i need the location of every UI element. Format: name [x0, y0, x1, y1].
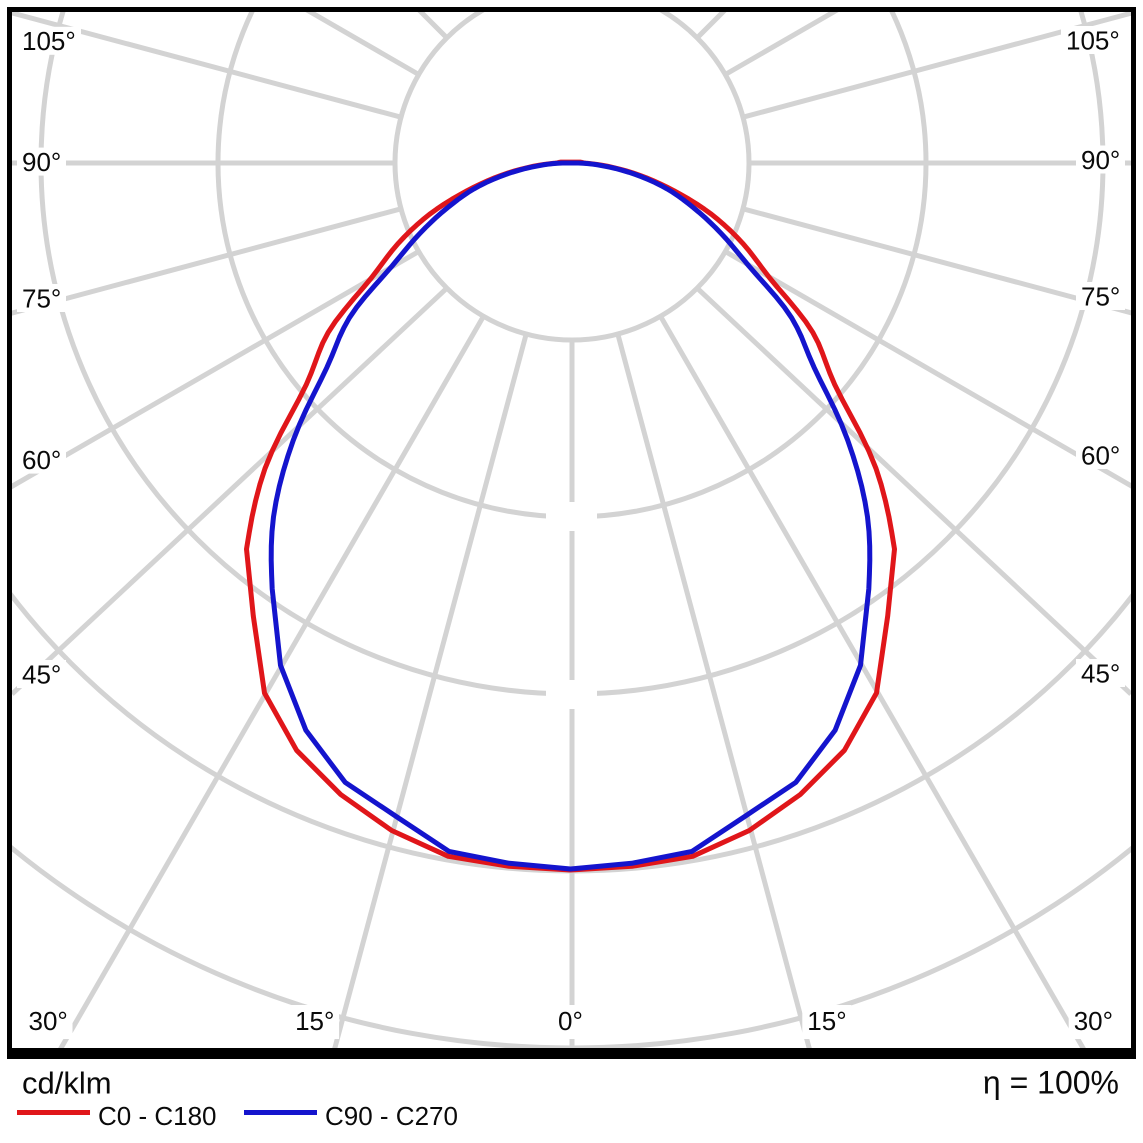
svg-text:cd/klm: cd/klm: [22, 1066, 112, 1101]
svg-text:105°: 105°: [1066, 25, 1120, 55]
svg-text:75°: 75°: [1081, 281, 1120, 311]
svg-text:η = 100%: η = 100%: [983, 1065, 1119, 1101]
svg-text:60°: 60°: [1081, 440, 1120, 470]
svg-text:60°: 60°: [22, 445, 61, 475]
svg-text:0°: 0°: [558, 1006, 583, 1036]
svg-text:C0 - C180: C0 - C180: [98, 1101, 217, 1131]
svg-text:C90 - C270: C90 - C270: [325, 1101, 458, 1131]
svg-text:15°: 15°: [807, 1006, 846, 1036]
svg-text:30°: 30°: [29, 1006, 68, 1036]
svg-text:45°: 45°: [1081, 658, 1120, 688]
svg-text:75°: 75°: [22, 283, 61, 313]
svg-text:90°: 90°: [1081, 145, 1120, 175]
svg-text:45°: 45°: [22, 659, 61, 689]
svg-text:90°: 90°: [22, 147, 61, 177]
svg-text:30°: 30°: [1074, 1006, 1113, 1036]
svg-text:105°: 105°: [22, 26, 76, 56]
svg-text:15°: 15°: [295, 1006, 334, 1036]
